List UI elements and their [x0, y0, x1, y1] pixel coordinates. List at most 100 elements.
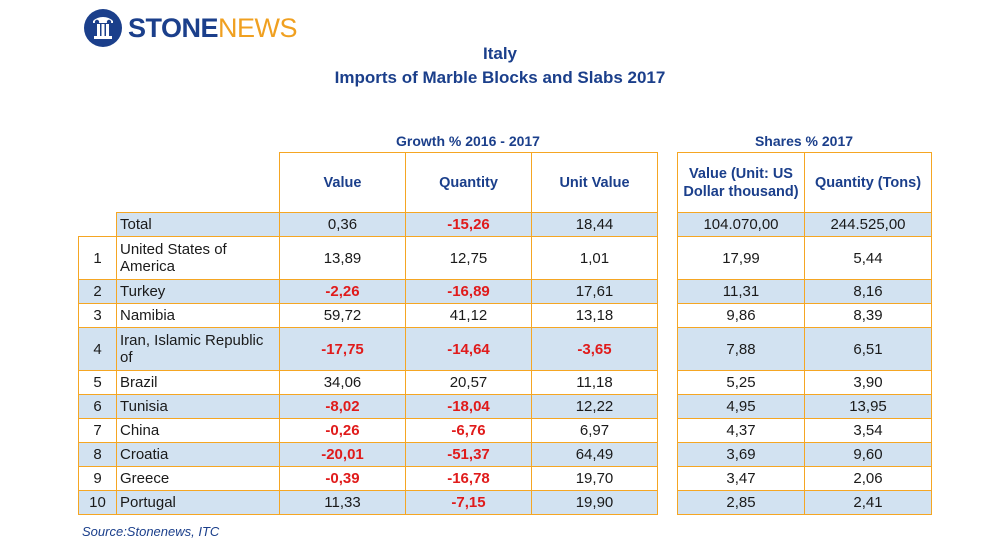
row-value: -20,01: [279, 442, 406, 467]
row-share-value: 5,25: [677, 370, 805, 395]
total-row: Total 0,36 -15,26 18,44: [78, 212, 658, 237]
row-quantity: 41,12: [405, 303, 532, 328]
table-row: 7,88 6,51: [677, 327, 932, 371]
table-row: 3,47 2,06: [677, 466, 932, 491]
row-quantity: -16,89: [405, 279, 532, 304]
table-row: 9,86 8,39: [677, 303, 932, 328]
row-share-quantity: 8,39: [804, 303, 932, 328]
row-value: 34,06: [279, 370, 406, 395]
source-note: Source:Stonenews, ITC: [82, 524, 220, 539]
column-header-unit-value: Unit Value: [531, 152, 658, 213]
row-share-quantity: 2,41: [804, 490, 932, 515]
table-row: 5 Brazil 34,06 20,57 11,18: [78, 370, 658, 395]
shares-group-header: Shares % 2017: [754, 133, 854, 149]
table-row: 3 Namibia 59,72 41,12 13,18: [78, 303, 658, 328]
row-rank: 3: [78, 303, 117, 328]
row-quantity: -16,78: [405, 466, 532, 491]
table-row: 2,85 2,41: [677, 490, 932, 515]
table-row: 10 Portugal 11,33 -7,15 19,90: [78, 490, 658, 515]
row-share-quantity: 3,90: [804, 370, 932, 395]
table-row: 2 Turkey -2,26 -16,89 17,61: [78, 279, 658, 304]
table-row: 3,69 9,60: [677, 442, 932, 467]
row-rank: 8: [78, 442, 117, 467]
row-share-quantity: 3,54: [804, 418, 932, 443]
row-country: Brazil: [116, 370, 280, 395]
row-rank: 7: [78, 418, 117, 443]
row-value: -0,26: [279, 418, 406, 443]
total-quantity: -15,26: [405, 212, 532, 237]
shares-table: Value (Unit: US Dollar thousand) Quantit…: [677, 152, 932, 515]
row-share-quantity: 6,51: [804, 327, 932, 371]
row-unit-value: 13,18: [531, 303, 658, 328]
page-title: Imports of Marble Blocks and Slabs 2017: [334, 68, 666, 87]
table-row: 11,31 8,16: [677, 279, 932, 304]
row-country: Greece: [116, 466, 280, 491]
row-country: Croatia: [116, 442, 280, 467]
growth-table: Value Quantity Unit Value Total 0,36 -15…: [78, 152, 658, 515]
table-row: 4 Iran, Islamic Republic of -17,75 -14,6…: [78, 327, 658, 371]
row-quantity: 20,57: [405, 370, 532, 395]
row-share-quantity: 2,06: [804, 466, 932, 491]
total-share-value: 104.070,00: [677, 212, 805, 237]
row-value: -0,39: [279, 466, 406, 491]
row-share-value: 3,69: [677, 442, 805, 467]
page-title-country: Italy: [482, 44, 518, 63]
row-unit-value: 6,97: [531, 418, 658, 443]
row-value: -2,26: [279, 279, 406, 304]
row-share-value: 11,31: [677, 279, 805, 304]
row-rank: 9: [78, 466, 117, 491]
row-share-value: 2,85: [677, 490, 805, 515]
row-country: Turkey: [116, 279, 280, 304]
row-share-value: 3,47: [677, 466, 805, 491]
row-value: 13,89: [279, 236, 406, 280]
row-unit-value: 1,01: [531, 236, 658, 280]
column-header-share-value: Value (Unit: US Dollar thousand): [677, 152, 805, 213]
row-country: Namibia: [116, 303, 280, 328]
table-row: 17,99 5,44: [677, 236, 932, 280]
row-quantity: -51,37: [405, 442, 532, 467]
row-value: 11,33: [279, 490, 406, 515]
row-country: Portugal: [116, 490, 280, 515]
row-quantity: -6,76: [405, 418, 532, 443]
row-country: Tunisia: [116, 394, 280, 419]
row-share-quantity: 13,95: [804, 394, 932, 419]
row-value: -17,75: [279, 327, 406, 371]
row-rank: 6: [78, 394, 117, 419]
table-row: 7 China -0,26 -6,76 6,97: [78, 418, 658, 443]
row-unit-value: 19,70: [531, 466, 658, 491]
growth-group-header: Growth % 2016 - 2017: [396, 133, 540, 149]
logo-text-stone: STONE: [128, 13, 219, 43]
row-rank: 4: [78, 327, 117, 371]
table-row: 8 Croatia -20,01 -51,37 64,49: [78, 442, 658, 467]
column-logo-icon: [84, 9, 122, 47]
row-rank: 5: [78, 370, 117, 395]
row-share-value: 4,95: [677, 394, 805, 419]
row-share-quantity: 5,44: [804, 236, 932, 280]
row-rank: 10: [78, 490, 117, 515]
row-unit-value: -3,65: [531, 327, 658, 371]
total-rank-blank: [78, 212, 117, 237]
total-value: 0,36: [279, 212, 406, 237]
header-spacer: [79, 153, 117, 213]
total-label: Total: [116, 212, 280, 237]
row-unit-value: 64,49: [531, 442, 658, 467]
row-quantity: 12,75: [405, 236, 532, 280]
row-country: China: [116, 418, 280, 443]
column-header-share-quantity: Quantity (Tons): [804, 152, 932, 213]
row-share-quantity: 8,16: [804, 279, 932, 304]
column-header-quantity: Quantity: [405, 152, 532, 213]
row-share-value: 17,99: [677, 236, 805, 280]
table-row: 4,95 13,95: [677, 394, 932, 419]
row-quantity: -18,04: [405, 394, 532, 419]
table-row: 5,25 3,90: [677, 370, 932, 395]
table-row: 9 Greece -0,39 -16,78 19,70: [78, 466, 658, 491]
row-rank: 2: [78, 279, 117, 304]
row-share-value: 7,88: [677, 327, 805, 371]
total-share-quantity: 244.525,00: [804, 212, 932, 237]
row-share-quantity: 9,60: [804, 442, 932, 467]
logo-text-news: NEWS: [218, 13, 298, 43]
row-country: United States of America: [116, 236, 280, 280]
total-unit-value: 18,44: [531, 212, 658, 237]
table-row: 4,37 3,54: [677, 418, 932, 443]
row-share-value: 9,86: [677, 303, 805, 328]
